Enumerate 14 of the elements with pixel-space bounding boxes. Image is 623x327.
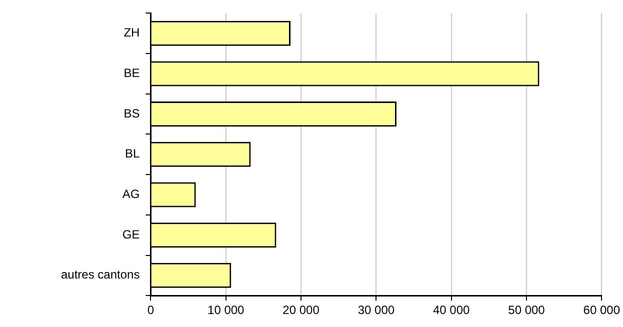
y-tick-label: BL bbox=[125, 146, 140, 161]
y-tick-label: ZH bbox=[124, 26, 140, 40]
x-tick-label: 0 bbox=[147, 303, 154, 318]
x-tick-label: 40 000 bbox=[432, 303, 470, 318]
y-tick-label: BE bbox=[124, 66, 140, 80]
x-tick-label: 20 000 bbox=[282, 303, 320, 318]
x-tick-label: 30 000 bbox=[358, 303, 395, 318]
y-tick-label: BS bbox=[124, 106, 140, 120]
y-tick-label: GE bbox=[122, 227, 140, 242]
y-tick-label: autres cantons bbox=[60, 268, 140, 282]
x-tick-label: 50 000 bbox=[508, 303, 546, 318]
x-tick-label: 10 000 bbox=[208, 303, 245, 318]
x-tick-label: 60 000 bbox=[583, 303, 620, 318]
y-tick-label: AG bbox=[122, 187, 140, 202]
